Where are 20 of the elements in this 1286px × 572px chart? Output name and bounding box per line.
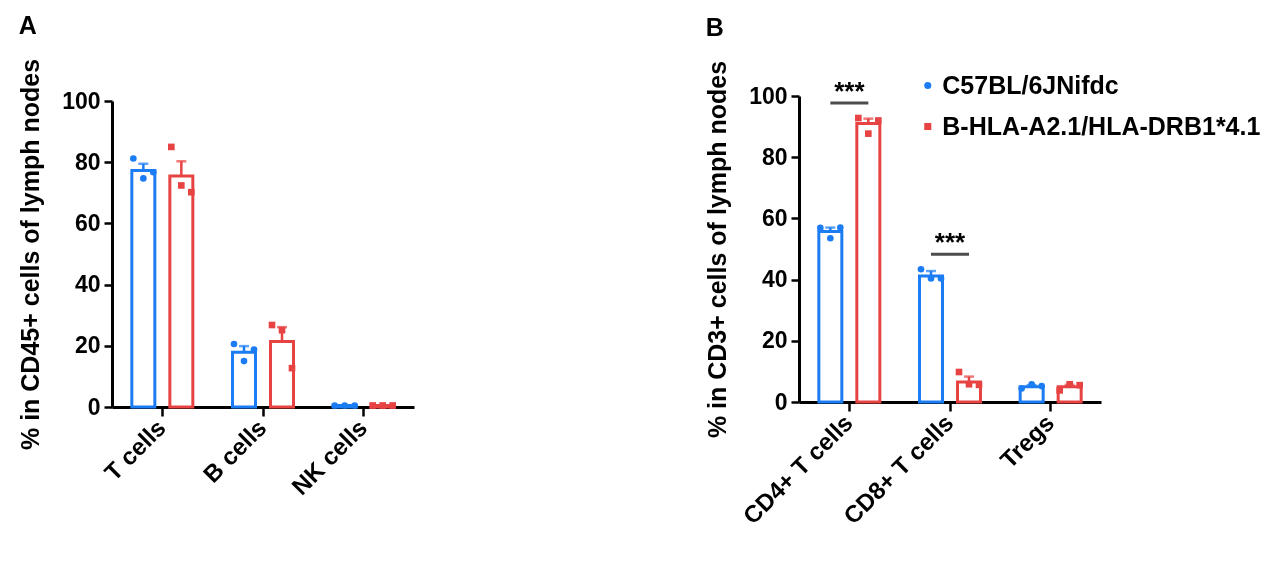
y-tick-label: 0 [774, 388, 788, 415]
y-tick-label: 20 [761, 327, 788, 354]
y-tick-label: 100 [749, 82, 788, 109]
chart-title: A [18, 11, 37, 40]
y-axis-title: % in CD3+ cells of lymph nodes [703, 60, 732, 439]
legend-label: C57BL/6JNifdc [942, 70, 1119, 99]
y-tick-label: 20 [74, 332, 101, 359]
annotation: *** [834, 76, 866, 107]
y-tick-label: 40 [761, 266, 788, 293]
y-axis-title: % in CD45+ cells of lymph nodes [16, 58, 45, 451]
y-tick-label: 80 [761, 143, 788, 170]
annotation: *** [934, 227, 967, 258]
y-tick-label: 100 [62, 87, 101, 114]
y-tick-label: 80 [74, 148, 101, 175]
y-tick-label: 40 [74, 271, 101, 298]
y-tick-label: 60 [74, 209, 101, 236]
y-tick-label: 60 [761, 204, 788, 231]
legend-label: B-HLA-A2.1/HLA-DRB1*4.1 [942, 111, 1261, 140]
y-tick-label: 0 [87, 393, 101, 420]
chart-title: B [705, 13, 724, 42]
